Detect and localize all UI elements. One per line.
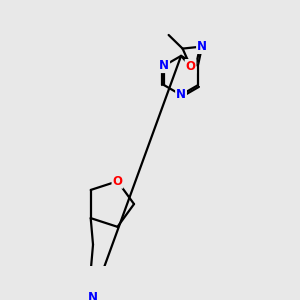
Text: N: N: [176, 88, 186, 101]
Text: O: O: [112, 175, 122, 188]
Text: N: N: [159, 59, 169, 72]
Text: N: N: [88, 291, 98, 300]
Text: N: N: [197, 40, 207, 53]
Text: O: O: [185, 60, 196, 73]
